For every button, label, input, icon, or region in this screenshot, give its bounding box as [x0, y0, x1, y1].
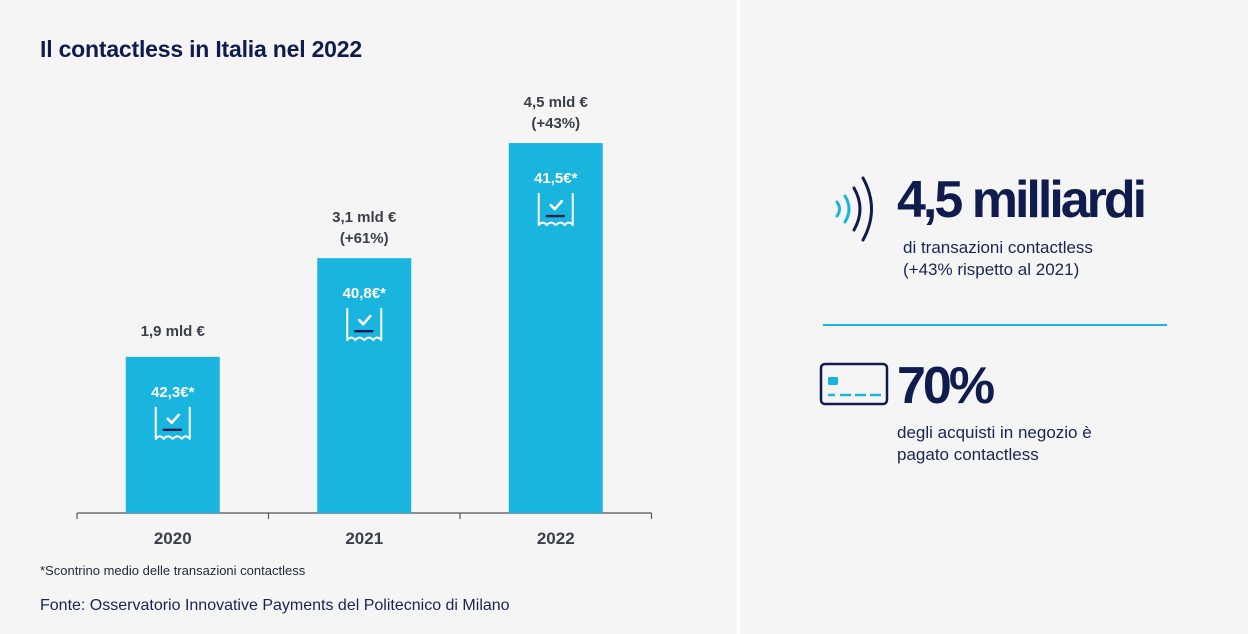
growth-label-2021: (+61%) — [340, 230, 389, 247]
contactless-icon — [835, 176, 873, 242]
receipt-check — [357, 314, 372, 326]
inner-label-2020: 42,3€* — [151, 384, 195, 401]
receipt-outline — [346, 308, 383, 342]
receipt-outline — [537, 193, 574, 227]
bar-2022 — [508, 143, 603, 513]
receipt-outline — [154, 406, 191, 440]
value-label-2022: 4,5 mld € — [524, 94, 589, 111]
inner-label-2021: 40,8€* — [343, 285, 387, 302]
bar-2021 — [317, 258, 412, 513]
panel-divider — [737, 0, 740, 634]
share-value: 70% — [897, 357, 995, 415]
transactions-value: 4,5 milliardi — [897, 171, 1147, 229]
share-description: degli acquisti in negozio è pagato conta… — [897, 422, 1092, 466]
chart-title: Il contactless in Italia nel 2022 — [40, 36, 362, 62]
x-tick-label-2022: 2022 — [537, 529, 575, 548]
x-tick-label-2021: 2021 — [345, 529, 383, 548]
value-label-2020: 1,9 mld € — [141, 323, 206, 340]
inner-label-2022: 41,5€* — [534, 170, 578, 187]
share-description-line1: degli acquisti in negozio è — [897, 423, 1092, 442]
x-tick-label-2020: 2020 — [154, 529, 192, 548]
value-label-2021: 3,1 mld € — [332, 209, 397, 226]
receipt-icon — [346, 308, 383, 342]
footnote: *Scontrino medio delle transazioni conta… — [40, 563, 306, 578]
transactions-description: di transazioni contactless (+43% rispett… — [903, 237, 1093, 281]
receipt-check — [166, 413, 181, 425]
receipt-check — [549, 199, 564, 211]
receipt-icon — [537, 193, 574, 227]
stats-panel — [740, 0, 1248, 634]
share-description-line2: pagato contactless — [897, 445, 1039, 464]
bar-2020 — [125, 356, 220, 513]
transactions-description-line1: di transazioni contactless — [903, 238, 1093, 257]
source-note: Fonte: Osservatorio Innovative Payments … — [40, 597, 510, 614]
growth-label-2022: (+43%) — [531, 115, 580, 132]
transactions-description-line2: (+43% rispetto al 2021) — [903, 260, 1080, 279]
bar-chart: 1,9 mld € 42,3€* 2020 3,1 mld € (+61%) 40,8€*… — [76, 94, 653, 548]
credit-card-icon — [819, 362, 889, 406]
receipt-icon — [154, 406, 191, 440]
stats-separator — [823, 324, 1167, 326]
